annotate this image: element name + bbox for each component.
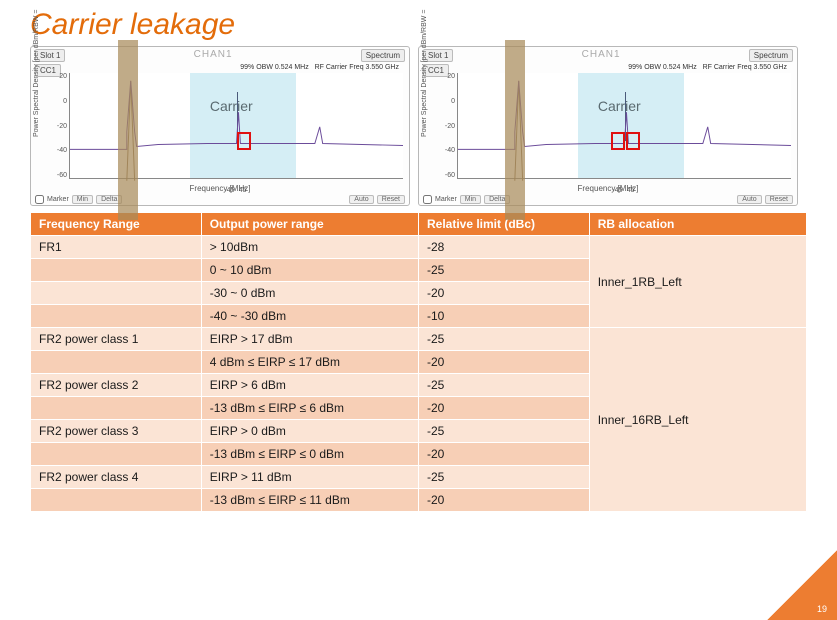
y-axis-label: Power Spectral Density [per dBm/RBW = xyxy=(421,10,428,137)
auto-button[interactable]: Auto xyxy=(737,195,761,204)
spectrum-tab[interactable]: Spectrum xyxy=(749,49,793,62)
table-row: FR2 power class 1 EIRP > 17 dBm -25 Inne… xyxy=(31,328,807,351)
brown-overlay-left xyxy=(118,40,138,220)
marker-label: Marker xyxy=(435,196,457,203)
reset-button[interactable]: Reset xyxy=(377,195,405,204)
brown-overlay-right xyxy=(505,40,525,220)
x-axis-label: Frequency [MHz] xyxy=(419,184,797,193)
leakage-table: Frequency Range Output power range Relat… xyxy=(30,212,807,512)
marker-label: Marker xyxy=(47,196,69,203)
x-axis-label: Frequency [MHz] xyxy=(31,184,409,193)
obw-text: 99% OBW 0.524 MHz xyxy=(240,64,308,71)
th-output-power: Output power range xyxy=(201,213,418,236)
min-button[interactable]: Min xyxy=(460,195,481,204)
page-number: 19 xyxy=(817,604,827,614)
th-rb-allocation: RB allocation xyxy=(589,213,806,236)
channel-label: CHAN1 xyxy=(194,49,233,62)
y-axis-ticks: 20 0 -20 -40 -60 xyxy=(437,73,455,179)
rb-group-1: Inner_1RB_Left xyxy=(589,236,806,328)
spectrum-chart-left: Slot 1 CHAN1 Spectrum CC1 99% OBW 0.524 … xyxy=(30,46,410,206)
table-row: FR1 > 10dBm -28 Inner_1RB_Left xyxy=(31,236,807,259)
rf-freq-text: RF Carrier Freq 3.550 GHz xyxy=(703,64,787,71)
red-highlight-box xyxy=(626,132,640,150)
page-number-corner: 19 xyxy=(767,550,837,620)
auto-button[interactable]: Auto xyxy=(349,195,373,204)
rb-group-2: Inner_16RB_Left xyxy=(589,328,806,512)
marker-checkbox[interactable] xyxy=(35,195,44,204)
min-button[interactable]: Min xyxy=(72,195,93,204)
reset-button[interactable]: Reset xyxy=(765,195,793,204)
th-relative-limit: Relative limit (dBc) xyxy=(418,213,589,236)
rf-freq-text: RF Carrier Freq 3.550 GHz xyxy=(315,64,399,71)
spectrum-tab[interactable]: Spectrum xyxy=(361,49,405,62)
channel-label: CHAN1 xyxy=(582,49,621,62)
y-axis-ticks: 20 0 -20 -40 -60 xyxy=(49,73,67,179)
marker-checkbox[interactable] xyxy=(423,195,432,204)
red-highlight-box xyxy=(237,132,251,150)
y-axis-label: Power Spectral Density [per dBm/RBW = xyxy=(33,10,40,137)
th-freq-range: Frequency Range xyxy=(31,213,202,236)
obw-text: 99% OBW 0.524 MHz xyxy=(628,64,696,71)
spectrum-chart-right: Slot 1 CHAN1 Spectrum CC1 99% OBW 0.524 … xyxy=(418,46,798,206)
red-highlight-box xyxy=(611,132,625,150)
